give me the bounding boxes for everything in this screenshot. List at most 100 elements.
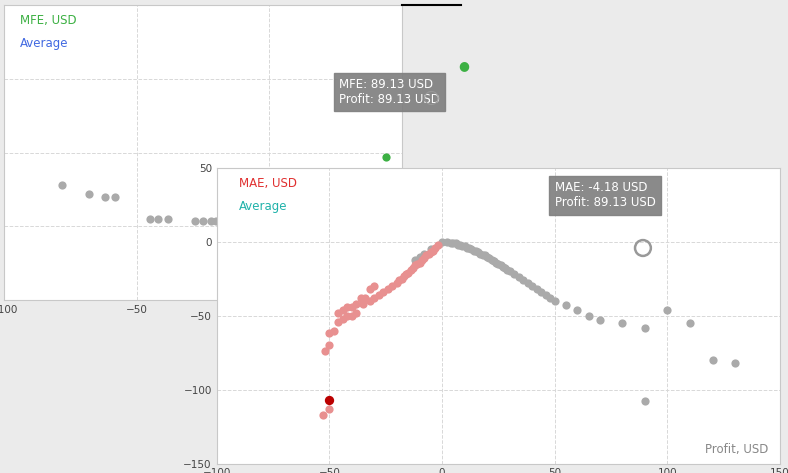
Text: MFE: 89.13 USD
Profit: 89.13 USD: MFE: 89.13 USD Profit: 89.13 USD xyxy=(339,78,440,106)
Point xyxy=(494,262,507,269)
Point xyxy=(429,244,441,252)
Point xyxy=(316,411,329,419)
Point xyxy=(418,254,430,262)
Point xyxy=(359,294,372,302)
Point xyxy=(582,312,595,320)
Point xyxy=(336,315,349,323)
Point xyxy=(380,153,392,161)
Point xyxy=(205,217,217,224)
Point xyxy=(255,219,268,228)
Point xyxy=(548,297,561,305)
Point xyxy=(343,177,355,184)
Point xyxy=(420,251,433,259)
Point xyxy=(359,174,371,182)
Point xyxy=(535,288,548,296)
Point xyxy=(337,178,350,186)
Point xyxy=(268,218,281,226)
Point xyxy=(638,324,651,331)
Point xyxy=(404,266,417,274)
Text: ○: ○ xyxy=(423,88,440,106)
Point xyxy=(729,359,742,367)
Point xyxy=(369,173,381,180)
Point xyxy=(297,183,310,190)
Point xyxy=(571,306,584,314)
Point xyxy=(409,256,422,263)
Point xyxy=(323,405,336,412)
Point xyxy=(684,319,697,327)
Point xyxy=(328,327,340,334)
Point xyxy=(393,276,406,284)
Point xyxy=(336,306,349,314)
Point xyxy=(258,218,270,226)
Point xyxy=(332,318,344,325)
Point xyxy=(593,316,606,324)
Point xyxy=(409,262,422,269)
Point xyxy=(310,181,323,189)
Point xyxy=(250,218,262,226)
Point xyxy=(323,342,336,349)
Point xyxy=(231,217,243,224)
Point xyxy=(444,239,457,247)
Point xyxy=(530,285,543,293)
Point xyxy=(98,193,111,201)
Point xyxy=(452,241,464,249)
Point xyxy=(483,254,496,262)
Point xyxy=(517,276,530,284)
Point xyxy=(271,189,284,196)
Point xyxy=(637,244,649,252)
Point xyxy=(436,238,448,245)
Point xyxy=(422,250,435,257)
Point xyxy=(411,260,424,268)
Point xyxy=(109,193,121,201)
Point xyxy=(350,300,362,307)
Point xyxy=(413,259,426,266)
Point xyxy=(470,247,482,254)
Point xyxy=(447,239,459,247)
Point xyxy=(400,271,412,278)
Point xyxy=(341,303,354,311)
Point xyxy=(357,300,370,307)
Point xyxy=(346,312,359,320)
Point xyxy=(427,247,440,254)
Text: Profit, USD: Profit, USD xyxy=(705,443,769,456)
Text: MAE, USD: MAE, USD xyxy=(240,177,297,190)
Point xyxy=(522,280,534,287)
Point xyxy=(508,271,521,278)
Point xyxy=(323,396,336,404)
Point xyxy=(476,251,489,259)
Point xyxy=(162,215,175,223)
Point xyxy=(210,217,222,224)
Point xyxy=(456,243,469,250)
Point xyxy=(332,309,344,316)
Point xyxy=(463,244,475,252)
Point xyxy=(454,241,466,249)
Point xyxy=(431,241,444,249)
Point xyxy=(526,282,538,290)
Point xyxy=(355,294,367,302)
Point xyxy=(638,398,651,405)
Point xyxy=(407,264,419,272)
Point xyxy=(501,266,514,274)
Point xyxy=(318,347,331,355)
Point xyxy=(197,217,210,224)
Point xyxy=(418,250,430,257)
Point xyxy=(661,306,674,314)
Point xyxy=(83,190,95,198)
Point xyxy=(559,302,572,309)
Point xyxy=(353,175,366,183)
Text: Average: Average xyxy=(20,37,69,50)
Point xyxy=(348,177,360,184)
Point xyxy=(350,309,362,316)
Point xyxy=(377,288,390,296)
Point xyxy=(56,181,69,189)
Point xyxy=(263,218,276,226)
Point xyxy=(242,217,255,224)
Text: Average: Average xyxy=(240,201,288,213)
Point xyxy=(284,186,297,193)
Point xyxy=(490,259,503,266)
Point xyxy=(474,250,487,257)
Point xyxy=(397,272,410,280)
Point xyxy=(326,180,339,187)
Point xyxy=(488,257,500,265)
Point xyxy=(512,273,525,281)
